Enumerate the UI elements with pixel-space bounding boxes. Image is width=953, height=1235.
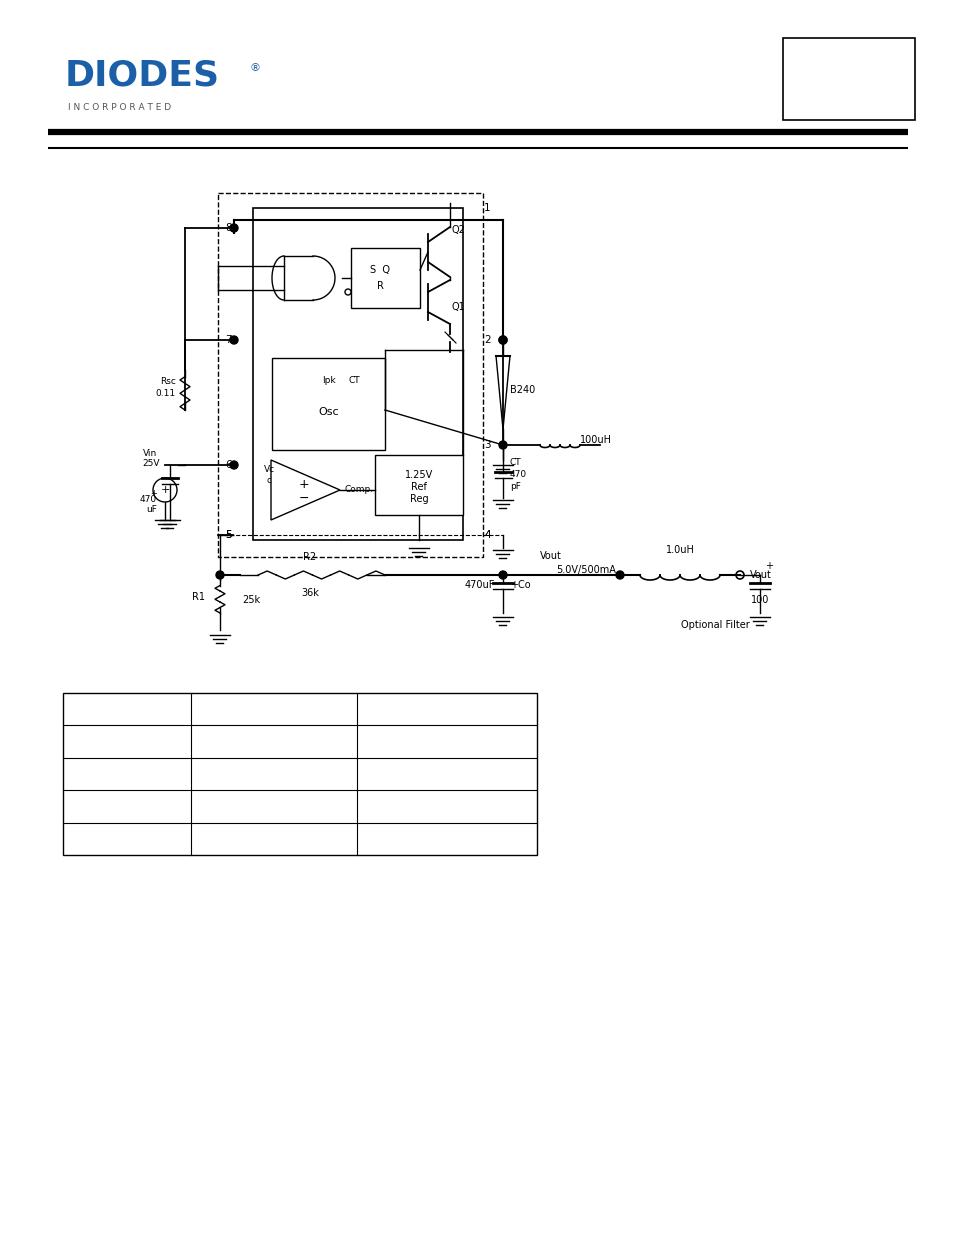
Text: 4: 4 bbox=[483, 530, 490, 540]
Bar bbox=[782, 38, 914, 120]
Text: Osc: Osc bbox=[318, 408, 338, 417]
Circle shape bbox=[498, 571, 506, 579]
Text: 470uF: 470uF bbox=[464, 580, 495, 590]
Text: R1: R1 bbox=[192, 592, 205, 601]
Text: R: R bbox=[376, 282, 383, 291]
Circle shape bbox=[215, 571, 224, 579]
Text: 1: 1 bbox=[483, 203, 490, 212]
Text: −: − bbox=[298, 492, 309, 505]
Text: 25k: 25k bbox=[242, 595, 260, 605]
Text: Optional Filter: Optional Filter bbox=[679, 620, 749, 630]
Text: +Co: +Co bbox=[510, 580, 530, 590]
Text: CT: CT bbox=[510, 458, 521, 467]
Text: 1.25V: 1.25V bbox=[404, 471, 433, 480]
Text: 100uH: 100uH bbox=[579, 435, 612, 445]
Text: +: + bbox=[298, 478, 309, 490]
Text: ®: ® bbox=[250, 63, 261, 73]
Text: Q2: Q2 bbox=[452, 225, 465, 235]
Text: Comp.: Comp. bbox=[345, 485, 374, 494]
Text: Vin: Vin bbox=[143, 448, 157, 457]
Text: Rsc: Rsc bbox=[160, 378, 175, 387]
Text: 25V: 25V bbox=[142, 458, 160, 468]
Text: 470: 470 bbox=[510, 471, 527, 479]
Polygon shape bbox=[496, 356, 510, 430]
Bar bbox=[253, 207, 462, 540]
Text: 470: 470 bbox=[140, 495, 157, 505]
Text: 5.0V/500mA: 5.0V/500mA bbox=[556, 564, 616, 576]
Text: Q1: Q1 bbox=[452, 303, 465, 312]
Text: +: + bbox=[150, 489, 157, 499]
Text: 2: 2 bbox=[483, 335, 490, 345]
Text: S  Q: S Q bbox=[370, 266, 390, 275]
Text: +: + bbox=[764, 561, 772, 571]
Text: R2: R2 bbox=[303, 552, 316, 562]
Circle shape bbox=[152, 478, 177, 501]
Text: 4: 4 bbox=[483, 530, 490, 540]
Circle shape bbox=[345, 289, 351, 295]
Circle shape bbox=[498, 336, 506, 345]
Bar bbox=[63, 693, 537, 855]
Text: DIODES: DIODES bbox=[65, 58, 220, 91]
Text: Ref: Ref bbox=[411, 482, 427, 492]
Text: 36k: 36k bbox=[301, 588, 318, 598]
Text: 5: 5 bbox=[225, 530, 232, 540]
Text: I N C O R P O R A T E D: I N C O R P O R A T E D bbox=[68, 103, 171, 112]
Bar bbox=[218, 193, 482, 557]
Bar bbox=[351, 248, 419, 308]
Circle shape bbox=[735, 571, 743, 579]
Circle shape bbox=[498, 336, 506, 345]
Circle shape bbox=[616, 571, 623, 579]
Text: 5: 5 bbox=[225, 530, 232, 540]
Circle shape bbox=[230, 336, 237, 345]
Text: 0.11: 0.11 bbox=[155, 389, 175, 398]
Text: Reg: Reg bbox=[409, 494, 428, 504]
Text: Vout: Vout bbox=[749, 571, 771, 580]
Text: pF: pF bbox=[510, 482, 520, 492]
Text: B240: B240 bbox=[510, 385, 535, 395]
Text: 3: 3 bbox=[483, 440, 490, 450]
Text: Vc: Vc bbox=[264, 466, 274, 474]
Bar bbox=[375, 454, 462, 515]
Text: +: + bbox=[160, 485, 170, 495]
Text: Ipk: Ipk bbox=[321, 375, 335, 385]
Text: c: c bbox=[267, 475, 272, 485]
Text: 8: 8 bbox=[225, 224, 232, 233]
Bar bbox=[272, 358, 385, 450]
Text: 7: 7 bbox=[225, 335, 232, 345]
Text: CT: CT bbox=[348, 375, 359, 385]
Polygon shape bbox=[271, 459, 339, 520]
Circle shape bbox=[230, 224, 237, 232]
Circle shape bbox=[498, 441, 506, 450]
Text: 100: 100 bbox=[750, 595, 768, 605]
Text: 1.0uH: 1.0uH bbox=[665, 545, 694, 555]
Text: 6: 6 bbox=[225, 459, 232, 471]
Text: Vout: Vout bbox=[539, 551, 561, 561]
Circle shape bbox=[230, 461, 237, 469]
Text: uF: uF bbox=[146, 505, 157, 515]
